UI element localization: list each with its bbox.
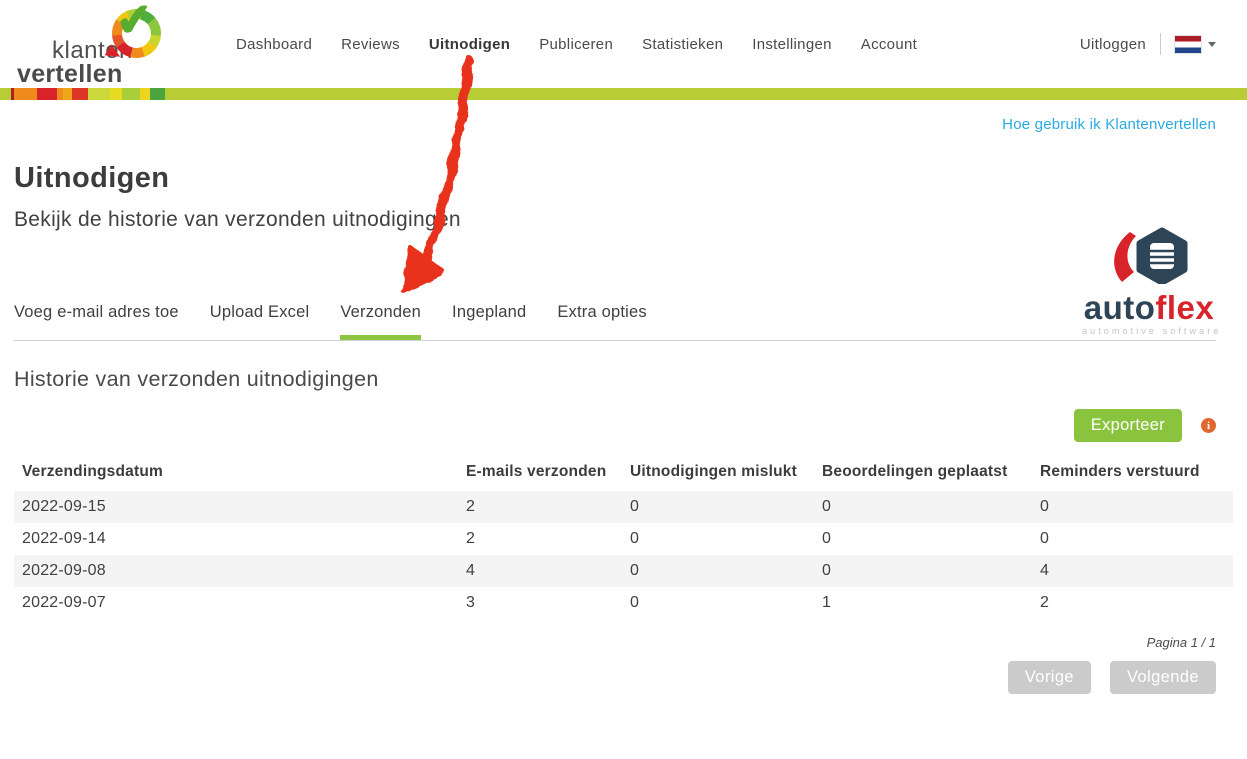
- nav-item-statistieken[interactable]: Statistieken: [642, 35, 724, 53]
- cell-date: 2022-09-07: [22, 594, 106, 611]
- export-button[interactable]: Exporteer: [1073, 409, 1182, 442]
- col-emails-verzonden: E-mails verzonden: [466, 463, 607, 480]
- next-button[interactable]: Volgende: [1109, 661, 1216, 694]
- col-beoordelingen-geplaatst: Beoordelingen geplaatst: [822, 463, 1008, 480]
- nav-item-instellingen[interactable]: Instellingen: [752, 35, 832, 53]
- header-right: Uitloggen: [1080, 0, 1216, 88]
- main-content: Hoe gebruik ik Klantenvertellen Uitnodig…: [0, 100, 1247, 694]
- table-header-row: Verzendingsdatum E-mails verzonden Uitno…: [14, 463, 1233, 491]
- cell-reminders: 2: [1040, 594, 1050, 611]
- cell-date: 2022-09-15: [22, 498, 106, 515]
- main-nav: Dashboard Reviews Uitnodigen Publiceren …: [236, 0, 917, 88]
- pager: Vorige Volgende: [14, 661, 1216, 694]
- nav-item-uitnodigen[interactable]: Uitnodigen: [428, 35, 511, 53]
- invite-tabs: Voeg e-mail adres toe Upload Excel Verzo…: [14, 303, 1216, 341]
- cell-sent: 4: [466, 562, 476, 579]
- table-row: 2022-09-07 3 0 1 2: [14, 587, 1233, 619]
- cell-failed: 0: [630, 498, 640, 515]
- autoflex-mark-icon: [1114, 227, 1188, 286]
- section-heading: Historie van verzonden uitnodigingen: [14, 367, 379, 391]
- cell-sent: 2: [466, 498, 476, 515]
- col-verzendingsdatum: Verzendingsdatum: [22, 463, 164, 480]
- checkmark-icon: ✔: [113, 0, 156, 47]
- tab-verzonden[interactable]: Verzonden: [340, 303, 422, 340]
- export-row: Exporteer i: [14, 409, 1216, 442]
- cell-failed: 0: [630, 562, 640, 579]
- cell-reviews: 0: [822, 562, 832, 579]
- table-row: 2022-09-08 4 0 0 4: [14, 555, 1233, 587]
- cell-reminders: 0: [1040, 530, 1050, 547]
- tab-upload-excel[interactable]: Upload Excel: [209, 303, 310, 321]
- netherlands-flag-icon: [1175, 35, 1201, 53]
- brand-color-strip: [0, 88, 1247, 100]
- logout-link[interactable]: Uitloggen: [1079, 35, 1146, 53]
- table-row: 2022-09-15 2 0 0 0: [14, 491, 1233, 523]
- col-reminders-verstuurd: Reminders verstuurd: [1040, 463, 1200, 480]
- page-title: Uitnodigen: [14, 162, 170, 194]
- invitation-history-table: Verzendingsdatum E-mails verzonden Uitno…: [14, 463, 1233, 619]
- info-icon[interactable]: i: [1201, 418, 1216, 433]
- table-row: 2022-09-14 2 0 0 0: [14, 523, 1233, 555]
- page-subtitle: Bekijk de historie van verzonden uitnodi…: [14, 208, 461, 231]
- autoflex-logo: autoflex automotive software: [1082, 226, 1222, 336]
- cell-reminders: 0: [1040, 498, 1050, 515]
- cell-failed: 0: [630, 530, 640, 547]
- page-indicator: Pagina 1 / 1: [1146, 635, 1216, 650]
- help-link[interactable]: Hoe gebruik ik Klantenvertellen: [1002, 116, 1216, 133]
- brand-ring-center: [122, 19, 151, 48]
- cell-sent: 3: [466, 594, 476, 611]
- previous-button[interactable]: Vorige: [1007, 661, 1091, 694]
- nav-item-dashboard[interactable]: Dashboard: [236, 35, 313, 53]
- nav-item-publiceren[interactable]: Publiceren: [539, 35, 614, 53]
- nav-item-reviews[interactable]: Reviews: [341, 35, 400, 53]
- tab-ingepland[interactable]: Ingepland: [452, 303, 527, 321]
- cell-failed: 0: [630, 594, 640, 611]
- tab-extra-opties[interactable]: Extra opties: [557, 303, 647, 321]
- cell-date: 2022-09-14: [22, 530, 106, 547]
- cell-sent: 2: [466, 530, 476, 547]
- chevron-down-icon: [1208, 41, 1216, 47]
- autoflex-tagline: automotive software: [1082, 326, 1222, 336]
- top-header: klanten vertellen ✔ Dashboard Reviews Ui…: [0, 0, 1247, 88]
- header-divider: [1160, 33, 1161, 55]
- brand-text-line2: vertellen: [17, 60, 123, 88]
- autoflex-wordmark: autoflex: [1083, 289, 1215, 326]
- cell-reviews: 0: [822, 498, 832, 515]
- cell-reviews: 0: [822, 530, 832, 547]
- col-uitnodigingen-mislukt: Uitnodigingen mislukt: [630, 463, 797, 480]
- brand-logo[interactable]: klanten vertellen ✔: [14, 0, 184, 88]
- cell-date: 2022-09-08: [22, 562, 106, 579]
- cell-reviews: 1: [822, 594, 832, 611]
- tab-voeg-email-adres-toe[interactable]: Voeg e-mail adres toe: [14, 303, 179, 321]
- nav-item-account[interactable]: Account: [860, 35, 918, 53]
- language-selector[interactable]: [1175, 35, 1216, 53]
- cell-reminders: 4: [1040, 562, 1050, 579]
